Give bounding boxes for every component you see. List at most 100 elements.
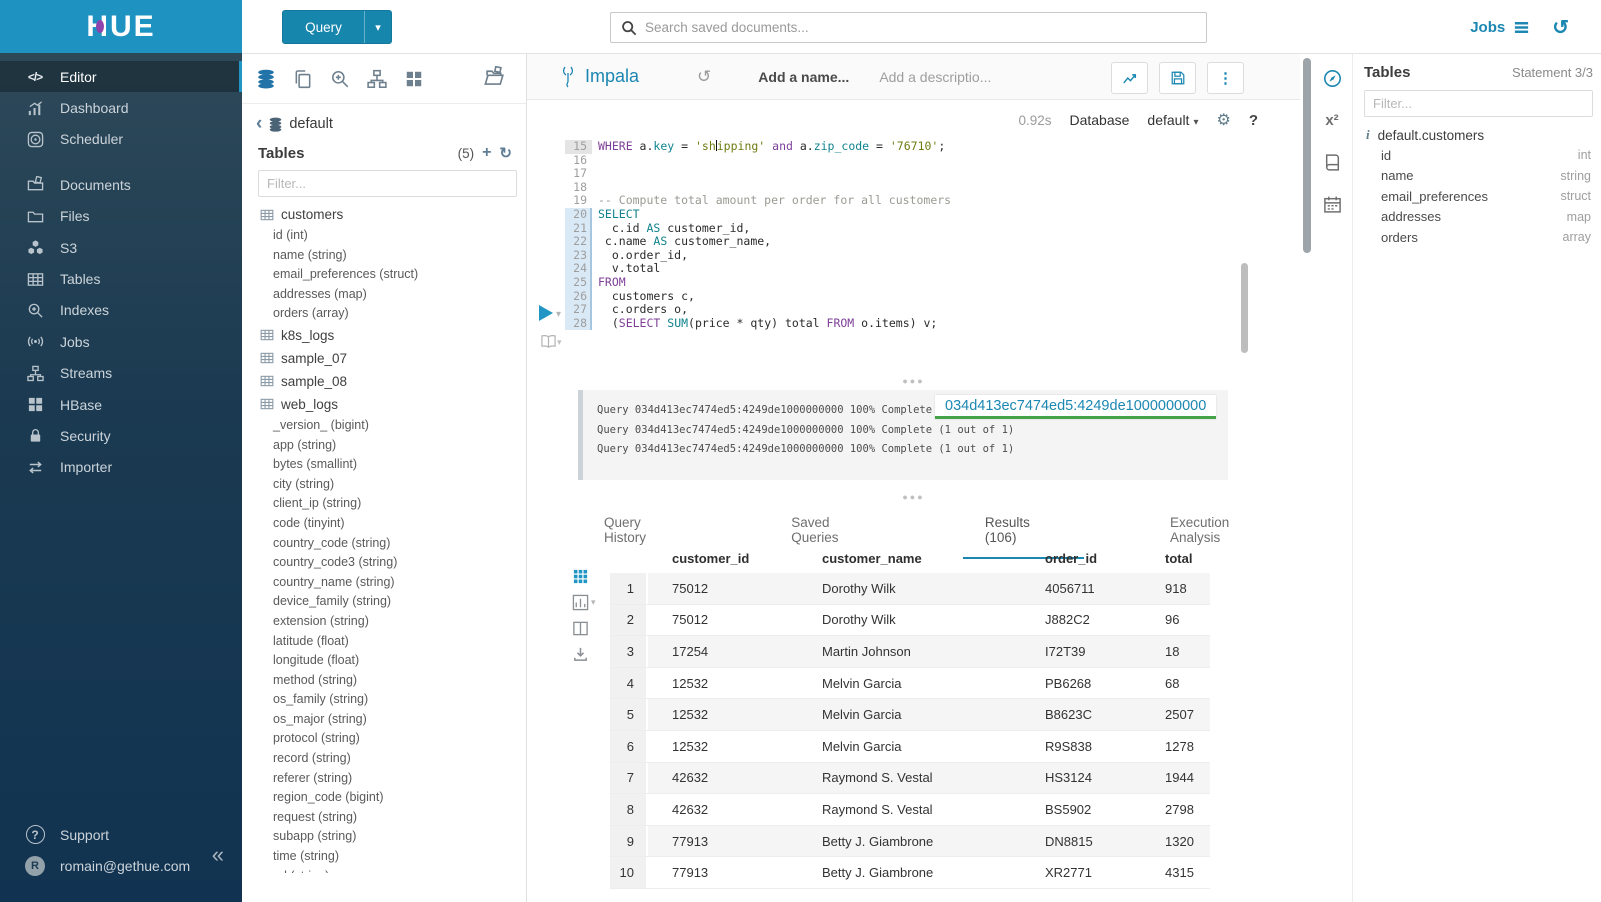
db-stack-icon[interactable] <box>256 69 276 89</box>
run-query-button[interactable] <box>539 305 553 321</box>
sidebar-item-importer[interactable]: Importer <box>0 452 242 483</box>
query-dropdown-caret[interactable]: ▾ <box>375 21 381 34</box>
chart-view-icon[interactable]: ▾ <box>572 594 600 611</box>
table-row[interactable]: 6 12532 Melvin Garcia R9S838 1278 <box>610 730 1210 763</box>
collapse-sidebar-icon[interactable]: « <box>211 842 224 867</box>
column-item[interactable]: country_code (string) <box>273 535 391 550</box>
column-item[interactable]: code (tinyint) <box>273 515 345 530</box>
database-select[interactable]: default ▾ <box>1147 112 1199 128</box>
column-item[interactable]: device_family (string) <box>273 594 392 609</box>
engine-selector[interactable]: Impala <box>560 66 639 88</box>
column-item[interactable]: latitude (float) <box>273 633 349 648</box>
column-item[interactable]: name (string) <box>273 247 347 262</box>
sidebar-item-hbase[interactable]: HBase <box>0 389 242 420</box>
current-database[interactable]: default <box>289 116 333 132</box>
query-description-field[interactable]: Add a descriptio... <box>879 68 992 85</box>
search-input[interactable] <box>645 20 1196 35</box>
table-item-web-logs[interactable]: web_logs <box>242 393 526 416</box>
column-item[interactable]: _version_ (bigint) <box>273 417 369 432</box>
column-item[interactable]: subapp (string) <box>273 829 357 844</box>
column-item[interactable]: country_code3 (string) <box>273 555 398 570</box>
zoom-plus-icon[interactable] <box>330 69 350 89</box>
sidebar-item-scheduler[interactable]: Scheduler <box>0 124 242 155</box>
back-chevron-icon[interactable]: ‹ <box>256 113 263 134</box>
tab-query-history[interactable]: Query History <box>604 515 647 545</box>
add-table-icon[interactable]: + <box>482 144 492 161</box>
column-item[interactable]: time (string) <box>273 849 339 864</box>
sidebar-item-support[interactable]: ? Support <box>0 819 242 850</box>
sidebar-item-tables[interactable]: Tables <box>0 263 242 294</box>
table-item-k8s-logs[interactable]: k8s_logs <box>242 324 526 347</box>
column-item[interactable]: email_preferences (struct) <box>273 267 419 282</box>
sidebar-item-security[interactable]: Security <box>0 420 242 451</box>
more-actions-button[interactable]: ⋮ <box>1207 62 1244 94</box>
run-options-caret[interactable]: ▾ <box>556 309 562 320</box>
sidebar-item-user[interactable]: R romain@gethue.com <box>0 851 242 882</box>
main-scrollbar[interactable] <box>1303 58 1311 253</box>
sidebar-item-files[interactable]: Files <box>0 201 242 232</box>
column-item[interactable]: url (string) <box>242 867 526 873</box>
column-item[interactable]: os_family (string) <box>273 692 369 707</box>
table-row[interactable]: 1 75012 Dorothy Wilk 4056711 918 <box>610 573 1210 605</box>
query-id-tooltip[interactable]: 034d413ec7474ed5:4249de1000000000 <box>935 395 1217 419</box>
right-column-email-preferences[interactable]: email_preferences struct <box>1364 186 1597 207</box>
copy-icon[interactable] <box>293 69 313 89</box>
column-item[interactable]: referer (string) <box>273 770 353 785</box>
sidebar-item-dashboard[interactable]: Dashboard <box>0 92 242 123</box>
folder-open-icon[interactable] <box>483 65 504 92</box>
active-table-row[interactable]: i default.customers <box>1366 127 1597 143</box>
table-row[interactable]: 3 17254 Martin Johnson I72T39 18 <box>610 636 1210 668</box>
column-header-total[interactable]: total <box>1165 550 1193 566</box>
chart-button[interactable] <box>1111 62 1148 94</box>
column-item[interactable]: country_name (string) <box>273 574 395 589</box>
query-name-field[interactable]: Add a name... <box>758 68 850 85</box>
resize-handle[interactable]: ●●● <box>902 376 925 386</box>
tab-execution-analysis[interactable]: Execution Analysis <box>1169 515 1230 545</box>
table-item-sample-07[interactable]: sample_07 <box>242 347 526 370</box>
save-button[interactable] <box>1159 62 1196 94</box>
column-item[interactable]: region_code (bigint) <box>273 790 384 805</box>
column-item[interactable]: orders (array) <box>273 306 349 321</box>
column-item[interactable]: record (string) <box>273 751 351 766</box>
explain-book-icon[interactable]: ▾ <box>540 334 562 354</box>
new-query-button[interactable]: Query ▾ <box>282 10 392 44</box>
grid-view-icon[interactable] <box>572 568 600 585</box>
grid4-icon[interactable] <box>404 69 424 89</box>
column-item[interactable]: os_major (string) <box>273 711 367 726</box>
table-row[interactable]: 4 12532 Melvin Garcia PB6268 68 <box>610 667 1210 700</box>
right-column-name[interactable]: name string <box>1364 166 1597 187</box>
calendar-icon[interactable] <box>1312 186 1352 222</box>
right-column-id[interactable]: id int <box>1364 145 1597 166</box>
column-item[interactable]: addresses (map) <box>273 286 367 301</box>
tab-results-106-[interactable]: Results (106) <box>962 505 1084 559</box>
undo-icon[interactable]: ↺ <box>697 66 712 86</box>
sidebar-item-documents[interactable]: Documents <box>0 169 242 200</box>
jobs-link[interactable]: Jobs <box>1470 19 1530 36</box>
table-row[interactable]: 7 42632 Raymond S. Vestal HS3124 1944 <box>610 762 1210 795</box>
query-history-icon[interactable]: ↺ <box>1552 16 1569 39</box>
sidebar-item-editor[interactable]: </> Editor <box>0 61 242 93</box>
table-row[interactable]: 10 77913 Betty J. Giambrone XR2771 4315 <box>610 857 1210 889</box>
sql-code-editor[interactable]: 15 WHERE a.key = 'shipping' and a.zip_cod… <box>565 139 1265 331</box>
table-row[interactable]: 8 42632 Raymond S. Vestal BS5902 2798 <box>610 794 1210 826</box>
column-item[interactable]: request (string) <box>273 809 358 824</box>
tables-filter-input[interactable] <box>258 170 517 197</box>
language-reference-icon[interactable] <box>1312 144 1352 180</box>
columns-view-icon[interactable] <box>572 620 600 637</box>
download-icon[interactable] <box>572 646 600 663</box>
help-icon[interactable]: ? <box>1248 111 1258 129</box>
column-header-customer-id[interactable]: customer_id <box>672 550 750 566</box>
sitemap-icon[interactable] <box>367 69 387 89</box>
sidebar-item-jobs[interactable]: Jobs <box>0 326 242 357</box>
column-item[interactable]: bytes (smallint) <box>273 457 358 472</box>
sidebar-item-streams[interactable]: Streams <box>0 358 242 389</box>
table-item-sample-08[interactable]: sample_08 <box>242 370 526 393</box>
right-column-addresses[interactable]: addresses map <box>1364 207 1597 228</box>
column-item[interactable]: client_ip (string) <box>273 496 362 511</box>
right-column-orders[interactable]: orders array <box>1364 227 1597 248</box>
column-item[interactable]: city (string) <box>273 476 335 491</box>
resize-handle-2[interactable]: ●●● <box>902 492 925 502</box>
right-filter-input[interactable] <box>1364 90 1593 117</box>
column-header-order-id[interactable]: order_id <box>1045 550 1098 566</box>
sidebar-item-s3[interactable]: S3 <box>0 232 242 263</box>
